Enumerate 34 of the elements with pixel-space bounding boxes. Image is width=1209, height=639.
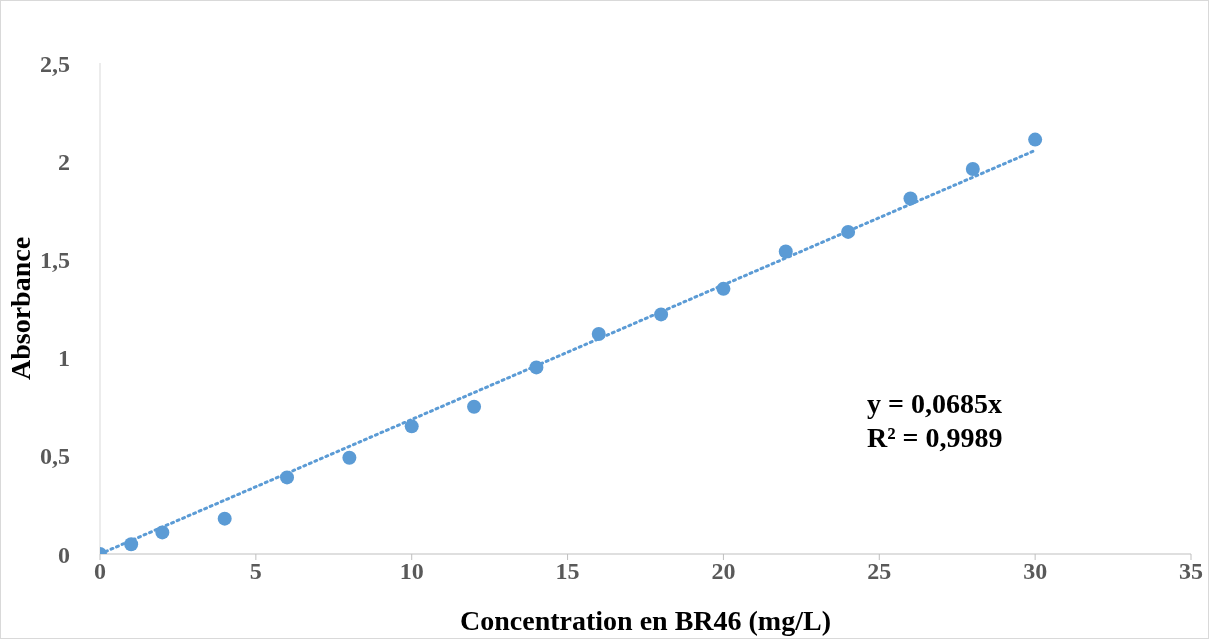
y-tick-label: 2 bbox=[58, 148, 70, 175]
point bbox=[467, 399, 482, 414]
y-tick-label: 0,5 bbox=[40, 443, 70, 470]
x-tick-label: 35 bbox=[1179, 558, 1203, 585]
point bbox=[404, 419, 419, 434]
point bbox=[778, 244, 793, 259]
point bbox=[903, 191, 918, 206]
x-tick-label: 15 bbox=[555, 558, 580, 585]
point bbox=[529, 360, 544, 375]
point bbox=[217, 511, 232, 526]
point bbox=[280, 470, 295, 485]
x-tick-label: 20 bbox=[711, 558, 736, 585]
x-tick-label: 25 bbox=[867, 558, 892, 585]
annotation: y = 0,0685x bbox=[867, 387, 1003, 421]
point bbox=[124, 537, 139, 552]
point bbox=[155, 525, 170, 540]
y-tick-label: 0 bbox=[58, 541, 70, 568]
y-axis-title: Absorbance bbox=[4, 236, 36, 381]
x-axis-title: Concentration en BR46 (mg/L) bbox=[460, 605, 831, 636]
y-tick-label: 2,5 bbox=[40, 50, 70, 77]
x-tick-label: 30 bbox=[1023, 558, 1048, 585]
x-tick-label: 5 bbox=[249, 558, 262, 585]
point bbox=[841, 224, 856, 239]
point bbox=[591, 327, 606, 342]
y-tick-label: 1 bbox=[58, 345, 70, 372]
point bbox=[965, 162, 980, 177]
x-tick-label: 10 bbox=[399, 558, 424, 585]
point bbox=[342, 450, 357, 465]
point bbox=[716, 281, 731, 296]
y-tick-label: 1,5 bbox=[40, 246, 70, 273]
point bbox=[1028, 132, 1043, 147]
annotation: R² = 0,9989 bbox=[867, 421, 1003, 455]
x-tick-label: 0 bbox=[94, 558, 106, 585]
point bbox=[654, 307, 669, 322]
